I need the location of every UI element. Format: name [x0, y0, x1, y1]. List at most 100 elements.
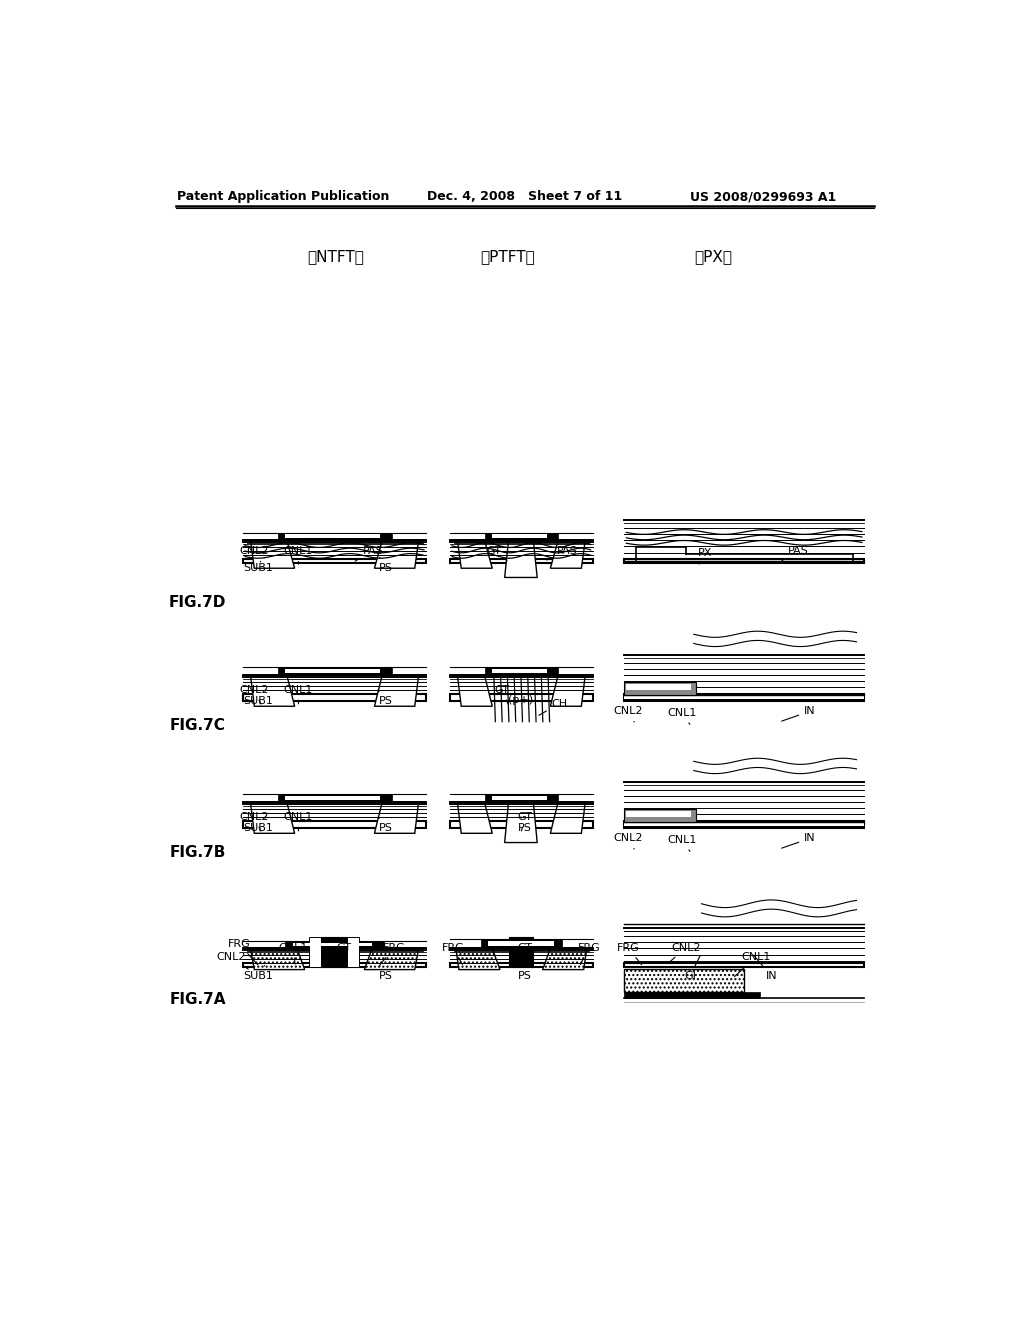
Text: CNL2: CNL2 — [613, 706, 643, 722]
Polygon shape — [505, 540, 538, 577]
Bar — [484, 668, 558, 675]
Bar — [450, 558, 593, 562]
Polygon shape — [550, 675, 586, 706]
Bar — [243, 821, 426, 829]
Bar — [450, 821, 593, 829]
Text: CNL1: CNL1 — [279, 942, 308, 964]
Bar — [347, 937, 359, 968]
Text: CNL1: CNL1 — [284, 546, 313, 564]
Bar — [624, 809, 696, 822]
Text: SUB1: SUB1 — [244, 965, 273, 981]
Text: CNL1: CNL1 — [284, 685, 313, 704]
Text: GT: GT — [494, 685, 509, 704]
Text: FRG: FRG — [227, 939, 258, 965]
Text: GT: GT — [517, 942, 532, 958]
Text: CH: CH — [539, 698, 567, 715]
Polygon shape — [251, 803, 295, 833]
Text: PS: PS — [518, 964, 531, 981]
Bar — [278, 668, 391, 675]
Text: FIG.7B: FIG.7B — [170, 845, 226, 861]
Text: CNL2: CNL2 — [669, 942, 700, 962]
Text: FIG.7C: FIG.7C — [170, 718, 225, 734]
Bar — [480, 940, 562, 949]
Text: SUB1: SUB1 — [244, 817, 273, 833]
Text: CNL1: CNL1 — [734, 952, 770, 977]
Text: CNL2: CNL2 — [613, 833, 643, 849]
Text: CNL2: CNL2 — [240, 546, 269, 562]
Text: (p+): (p+) — [508, 694, 534, 705]
Bar — [243, 558, 426, 562]
Text: FRG: FRG — [578, 942, 600, 965]
Bar — [624, 964, 864, 966]
Polygon shape — [456, 949, 500, 970]
Text: FRG: FRG — [442, 942, 465, 965]
Polygon shape — [251, 949, 305, 970]
Bar — [321, 937, 348, 968]
Bar — [293, 942, 372, 946]
Text: PS: PS — [378, 817, 393, 833]
Polygon shape — [458, 540, 493, 568]
Polygon shape — [251, 540, 295, 568]
Bar — [450, 693, 593, 701]
Polygon shape — [251, 675, 295, 706]
Bar — [509, 937, 532, 968]
Bar — [624, 821, 864, 829]
Bar — [624, 993, 760, 998]
Polygon shape — [550, 803, 586, 833]
Text: GI: GI — [684, 956, 700, 981]
Text: CNL1: CNL1 — [284, 812, 313, 830]
Bar — [450, 964, 593, 966]
Text: Patent Application Publication: Patent Application Publication — [177, 190, 389, 203]
Polygon shape — [375, 540, 419, 568]
Bar — [286, 669, 380, 673]
Bar — [493, 796, 547, 800]
Text: GT: GT — [329, 942, 351, 962]
Bar — [243, 964, 426, 966]
Text: CNL2: CNL2 — [240, 812, 269, 832]
Polygon shape — [375, 803, 419, 833]
Text: FRG: FRG — [616, 942, 642, 965]
Text: 〈NTFT〉: 〈NTFT〉 — [307, 249, 365, 264]
Text: CNL2: CNL2 — [216, 952, 248, 969]
Bar — [488, 941, 554, 946]
Bar — [624, 822, 864, 826]
Polygon shape — [505, 803, 538, 842]
Text: CNL2: CNL2 — [240, 685, 269, 704]
Bar — [624, 696, 864, 700]
Polygon shape — [550, 540, 586, 568]
Polygon shape — [543, 949, 587, 970]
Text: CNL1: CNL1 — [668, 834, 696, 851]
Text: Dec. 4, 2008   Sheet 7 of 11: Dec. 4, 2008 Sheet 7 of 11 — [427, 190, 623, 203]
Text: PAS: PAS — [355, 546, 383, 561]
Text: FRG: FRG — [380, 942, 406, 965]
Text: IN: IN — [781, 833, 816, 849]
Text: FIG.7D: FIG.7D — [169, 595, 226, 610]
Text: GT: GT — [486, 546, 507, 561]
Bar — [286, 796, 380, 800]
Text: 〈PTFT〉: 〈PTFT〉 — [480, 249, 536, 264]
Polygon shape — [365, 949, 419, 970]
Text: FIG.7A: FIG.7A — [170, 991, 226, 1007]
Text: PX: PX — [698, 548, 713, 564]
Bar — [624, 682, 696, 696]
Text: US 2008/0299693 A1: US 2008/0299693 A1 — [690, 190, 837, 203]
Bar — [278, 795, 391, 803]
Text: PAS: PAS — [781, 546, 809, 561]
Bar — [493, 535, 547, 539]
Bar — [624, 693, 864, 701]
Text: IN: IN — [754, 956, 777, 981]
Bar — [286, 941, 384, 949]
Text: PS: PS — [379, 557, 393, 573]
Bar — [493, 669, 547, 673]
Text: 〈PX〉: 〈PX〉 — [694, 249, 732, 264]
Text: IN: IN — [781, 706, 816, 721]
Text: SUB1: SUB1 — [244, 689, 273, 706]
Text: PS: PS — [379, 965, 393, 981]
Polygon shape — [375, 675, 419, 706]
Polygon shape — [458, 675, 493, 706]
Bar — [624, 969, 744, 993]
Bar — [484, 795, 558, 803]
Bar — [243, 693, 426, 701]
Text: PAS: PAS — [547, 546, 578, 560]
Bar — [278, 533, 391, 540]
